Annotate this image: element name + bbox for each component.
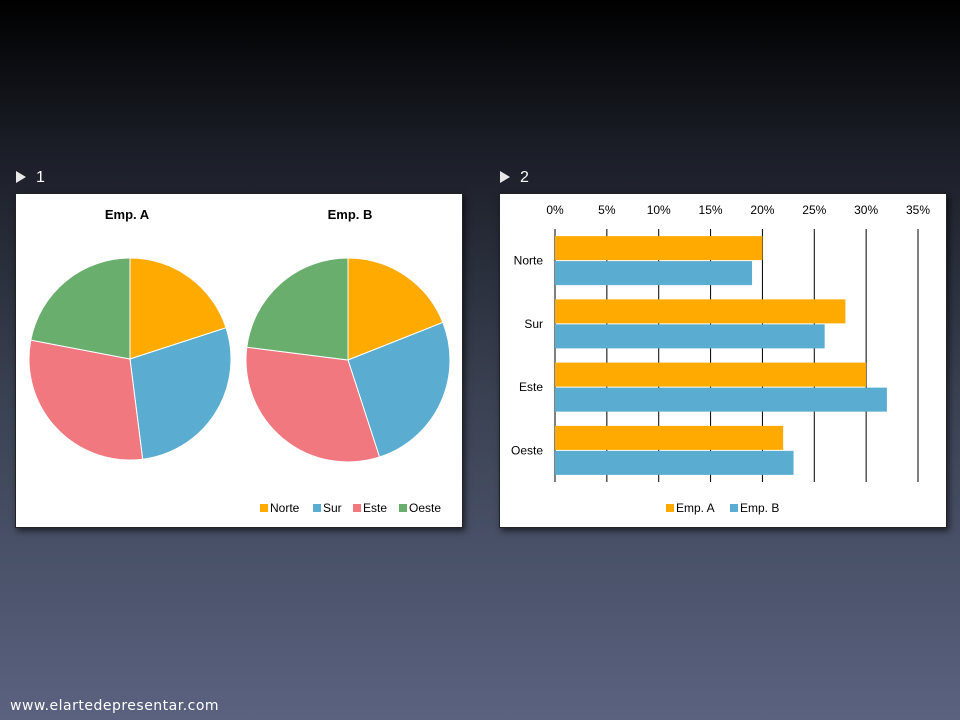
bar-norte-emp-b [555, 261, 753, 286]
bar-sur-emp-a [555, 299, 846, 324]
pie-chart-b: Emp. B [245, 207, 451, 463]
y-category-label: Norte [514, 254, 544, 268]
pie-charts: Emp. A Emp. B Norte Sur Este Oeste [28, 207, 451, 515]
slide-label-1: 1 [16, 169, 45, 187]
bar-chart: 0% 5% 10% 15% 20% 25% 30% 35% Norte Sur Este Oeste E… [511, 203, 930, 515]
footer-url: www.elartedepresentar.com [10, 698, 220, 714]
bar-chart-panel: 0% 5% 10% 15% 20% 25% 30% 35% Norte Sur Este Oeste E… [499, 193, 947, 528]
legend-swatch-emp-a [666, 504, 674, 512]
bar-legend: Emp. A Emp. B [666, 501, 779, 515]
bar-oeste-emp-b [555, 450, 794, 475]
legend-swatch-oeste [399, 504, 407, 512]
x-tick-label: 25% [802, 203, 826, 217]
x-tick-label: 5% [598, 203, 616, 217]
x-tick-label: 15% [699, 203, 723, 217]
legend-label: Emp. B [740, 501, 779, 515]
slide-number: 2 [520, 169, 529, 186]
legend-swatch-norte [260, 504, 268, 512]
y-category-label: Oeste [511, 443, 543, 457]
pie-slice-oeste [30, 257, 131, 360]
legend-label: Este [363, 501, 387, 515]
pie-charts-panel: Emp. A Emp. B Norte Sur Este Oeste [15, 193, 463, 528]
legend-label: Emp. A [676, 501, 715, 515]
x-tick-label: 10% [647, 203, 671, 217]
x-tick-label: 30% [854, 203, 878, 217]
x-tick-label: 0% [546, 203, 564, 217]
legend-swatch-sur [313, 504, 321, 512]
legend-swatch-emp-b [730, 504, 738, 512]
play-arrow-icon [16, 171, 26, 183]
legend-label: Oeste [409, 501, 441, 515]
y-category-label: Este [519, 380, 543, 394]
pie-title: Emp. B [328, 207, 373, 222]
pie-title: Emp. A [105, 207, 150, 222]
slide-number: 1 [36, 169, 45, 186]
pie-slice-este [28, 339, 144, 461]
pie-slice-norte [347, 257, 444, 361]
pie-slice-norte [129, 257, 227, 360]
bar-oeste-emp-a [555, 425, 784, 450]
bar-sur-emp-b [555, 324, 825, 349]
pie-legend: Norte Sur Este Oeste [260, 501, 441, 515]
x-tick-label: 20% [750, 203, 774, 217]
legend-swatch-este [353, 504, 361, 512]
pie-slice-este [245, 346, 381, 463]
bar-este-emp-a [555, 362, 867, 387]
play-arrow-icon [500, 171, 510, 183]
bar-norte-emp-a [555, 236, 763, 261]
slide-label-2: 2 [500, 169, 529, 187]
legend-label: Sur [323, 501, 342, 515]
legend-label: Norte [270, 501, 300, 515]
pie-slice-sur [129, 327, 232, 460]
bars: Norte Sur Este Oeste [511, 236, 887, 475]
y-category-label: Sur [524, 317, 543, 331]
bar-este-emp-b [555, 387, 887, 412]
pie-slice-oeste [246, 257, 349, 361]
pie-slice-sur [347, 321, 451, 458]
x-tick-label: 35% [906, 203, 930, 217]
pie-chart-a: Emp. A [28, 207, 232, 461]
